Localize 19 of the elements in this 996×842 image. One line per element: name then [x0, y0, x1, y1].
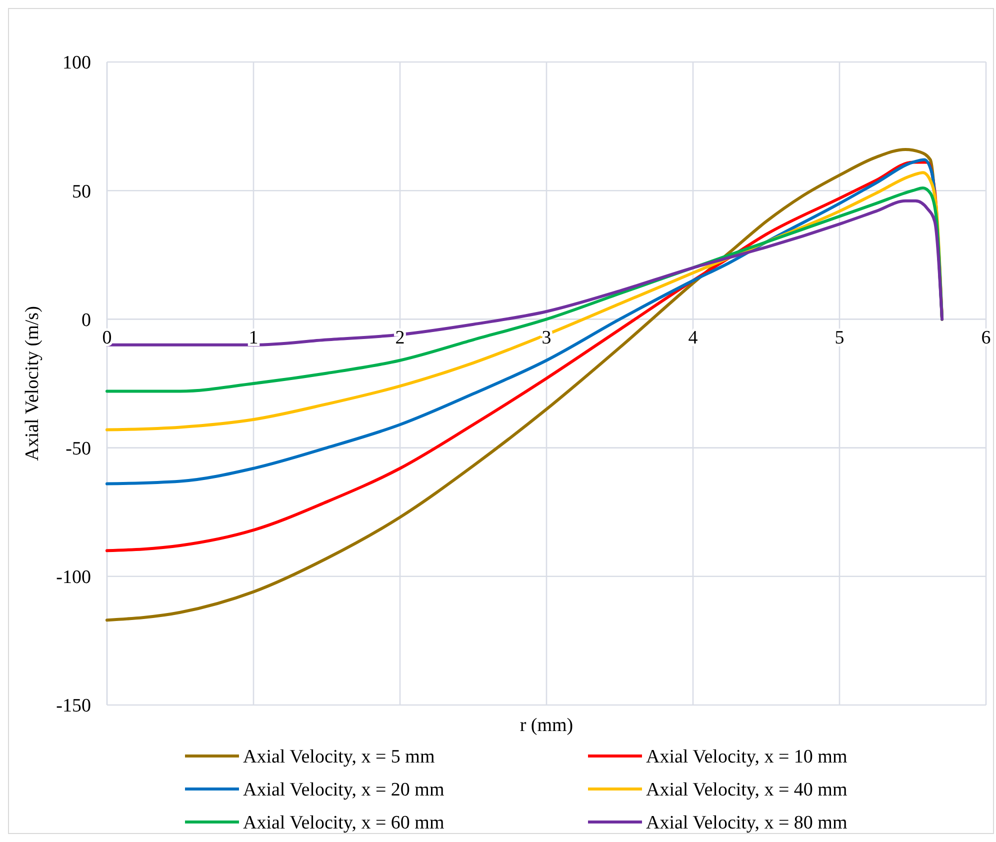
y-tick-label: 0: [82, 310, 91, 331]
legend-label: Axial Velocity, x = 60 mm: [243, 812, 444, 834]
y-tick-label: 50: [72, 181, 91, 202]
legend-label: Axial Velocity, x = 80 mm: [646, 812, 848, 834]
y-tick-label: 100: [62, 52, 91, 74]
legend-label: Axial Velocity, x = 5 mm: [243, 746, 435, 768]
x-axis-title: r (mm): [520, 715, 574, 736]
x-tick-label: 6: [981, 327, 991, 348]
x-tick-label: 5: [834, 327, 844, 348]
x-tick-label: 0: [102, 327, 112, 348]
x-tick-label: 1: [248, 327, 258, 348]
y-tick-label: -50: [66, 438, 91, 460]
legend-label: Axial Velocity, x = 20 mm: [243, 780, 444, 801]
legend-label: Axial Velocity, x = 40 mm: [646, 780, 848, 801]
y-tick-label: -150: [56, 696, 91, 717]
y-tick-label: -100: [56, 567, 91, 588]
y-axis-title: Axial Velocity (m/s): [22, 306, 43, 461]
legend-label: Axial Velocity, x = 10 mm: [646, 746, 848, 768]
x-tick-label: 4: [688, 327, 698, 348]
